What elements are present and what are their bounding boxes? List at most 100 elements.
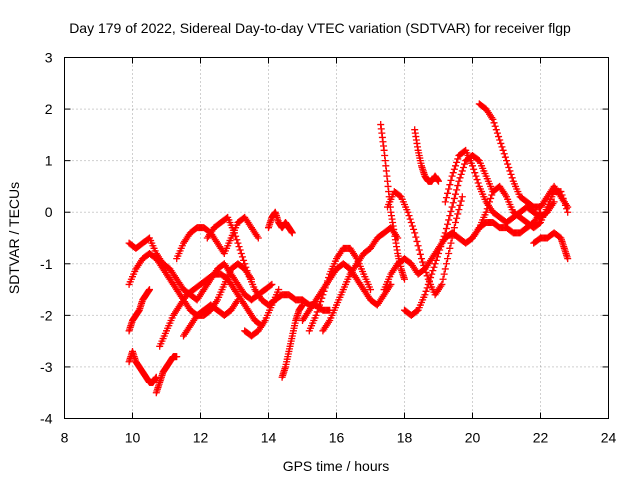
series-arc-3 [125,347,160,386]
data-point [501,153,509,161]
data-point [414,242,422,250]
series-arc-7 [173,213,262,263]
data-point [457,170,465,178]
data-point [448,203,456,211]
data-point [320,287,328,295]
data-point [408,222,416,230]
data-point [472,172,480,180]
data-point [488,191,496,199]
data-point [407,219,415,227]
data-point [317,298,325,306]
data-point [234,239,242,247]
data-point [275,286,283,294]
data-point [233,236,241,244]
data-point [437,243,445,251]
data-point [428,270,436,278]
data-point [449,169,457,177]
data-point [563,205,571,213]
data-point [495,133,503,141]
data-point [474,179,482,187]
data-point [442,225,450,233]
x-tick-label: 12 [193,430,209,446]
data-point [237,249,245,257]
data-point [450,194,458,202]
data-points [125,100,572,397]
data-point [232,232,240,240]
chart-title: Day 179 of 2022, Sidereal Day-to-day VTE… [69,20,571,36]
data-point [438,239,446,247]
data-point [439,275,447,283]
data-point [444,255,452,263]
data-point [499,146,507,154]
data-point [367,286,374,294]
data-point [411,229,419,237]
data-point [441,198,449,206]
data-point [450,165,458,173]
data-point [458,167,466,175]
data-point [508,174,516,182]
data-point [418,255,425,263]
data-point [236,246,244,254]
data-point [506,167,514,175]
data-point [422,268,430,276]
data-point [444,220,452,228]
data-point [471,169,479,177]
data-point [436,246,444,254]
data-point [423,284,431,292]
data-point [557,188,565,196]
data-point [456,201,464,209]
data-point [441,229,449,237]
data-point [445,249,453,257]
x-tick-label: 18 [397,430,413,446]
data-point [254,234,262,242]
data-point [470,165,478,173]
data-point [447,239,455,247]
y-tick-label: -4 [40,411,53,427]
y-tick-label: 2 [45,101,53,117]
data-point [243,267,251,275]
series-arc-14 [305,244,374,335]
y-axis-label: SDTVAR / TECUs [6,182,22,294]
series-arc-22 [475,100,572,211]
data-point [459,164,467,172]
y-tick-label: 3 [45,50,53,66]
data-point [413,237,421,245]
data-point [560,198,568,206]
data-point [442,194,450,202]
data-point [446,212,454,220]
data-point [312,311,320,319]
data-point [321,284,329,292]
data-point [410,225,418,233]
data-point [559,194,567,202]
data-point [452,190,459,198]
data-point [455,206,463,214]
x-axis-label: GPS time / hours [283,458,390,474]
axis-ticks [64,57,609,419]
data-point [288,229,296,237]
x-tick-label: 8 [61,430,69,446]
data-point [431,260,439,268]
data-point [299,301,306,309]
data-point [447,207,455,215]
y-tick-label: -1 [40,256,53,272]
data-point [449,229,457,237]
data-point [448,234,456,242]
data-point [231,229,238,237]
data-point [440,232,448,240]
data-point [497,139,505,147]
y-tick-label: -2 [40,307,53,323]
data-point [455,177,463,185]
data-point [404,208,412,216]
data-point [323,277,331,285]
data-point [454,155,462,163]
data-point [415,246,423,254]
data-point [433,253,441,261]
data-point [422,287,430,295]
data-point [325,274,333,282]
series-arc-23 [469,182,572,242]
data-point [445,216,453,224]
x-tick-label: 24 [601,430,617,446]
data-point [490,119,498,127]
data-point [420,262,428,270]
data-point [421,265,429,273]
